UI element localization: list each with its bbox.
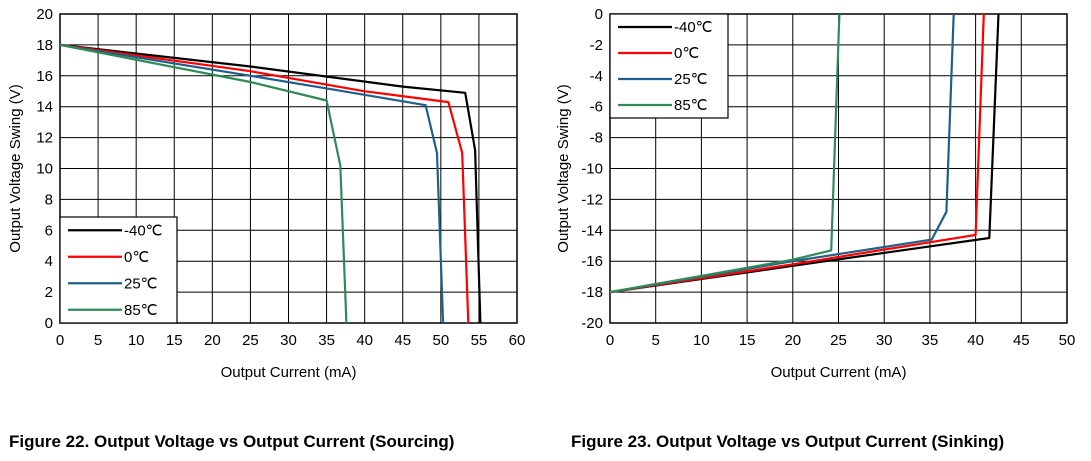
x-tick-label: 55: [471, 332, 488, 349]
legend-label: -40℃: [674, 19, 713, 36]
y-tick-label: -6: [590, 99, 603, 116]
x-tick-label: 20: [784, 332, 801, 349]
x-tick-label: 10: [128, 332, 145, 349]
legend-label: 25℃: [674, 71, 708, 88]
x-tick-label: 35: [318, 332, 335, 349]
sourcing-figure-caption: Figure 22. Output Voltage vs Output Curr…: [9, 432, 455, 451]
y-tick-label: -16: [581, 253, 603, 270]
legend-box: [59, 216, 178, 324]
y-axis-label: Output Voltage Swing (V): [555, 84, 572, 252]
x-tick-label: 45: [394, 332, 411, 349]
legend-label: 25℃: [124, 275, 158, 292]
x-axis-label: Output Current (mA): [771, 364, 907, 381]
x-tick-label: 15: [739, 332, 756, 349]
x-tick-label: 30: [280, 332, 297, 349]
x-tick-label: 50: [1059, 332, 1076, 349]
charts-canvas: 0 5 10 15 20 25 30 35 40 45 50 55 600246810121416182…: [7, 6, 1075, 381]
x-tick-label: 15: [166, 332, 183, 349]
x-tick-label: 40: [967, 332, 984, 349]
y-tick-label: 0: [595, 6, 603, 23]
x-axis-label: Output Current (mA): [221, 364, 357, 381]
x-tick-label: 40: [356, 332, 373, 349]
series-line: [59, 43, 482, 324]
y-tick-label: -10: [581, 161, 603, 178]
series-line: [59, 43, 445, 324]
legend-label: 85℃: [674, 97, 708, 114]
legend-label: 85℃: [124, 302, 158, 319]
sinking-figure-caption: Figure 23. Output Voltage vs Output Curr…: [571, 432, 1005, 451]
x-tick-label: 35: [922, 332, 939, 349]
x-tick-label: 25: [242, 332, 259, 349]
sourcing-chart: 0 5 10 15 20 25 30 35 40 45 50 55 60 0 2 4 6 8 10 12 14 16 18 2…: [7, 6, 525, 381]
x-tick-label: 45: [1013, 332, 1030, 349]
y-tick-label: 20: [36, 6, 53, 23]
x-tick-label: 5: [94, 332, 102, 349]
y-tick-label: 2: [45, 284, 53, 301]
y-tick-label: -18: [581, 284, 603, 301]
x-tick-label: 25: [830, 332, 847, 349]
y-tick-label: 0: [45, 315, 53, 332]
x-tick-label: 50: [432, 332, 449, 349]
x-tick-label: 60: [509, 332, 526, 349]
series-line: [609, 13, 841, 294]
y-tick-label: 18: [36, 37, 53, 54]
x-tick-label: 30: [876, 332, 893, 349]
series-line: [59, 43, 348, 324]
y-tick-label: 16: [36, 68, 53, 85]
y-tick-label: 8: [45, 191, 53, 208]
y-tick-label: 12: [36, 130, 53, 147]
sinking-chart: 0 5 10 15 20 25 30 35 40 45 50 0 -2 -4 -6 -8 -10 -12 -14 -1…: [555, 6, 1075, 381]
y-tick-label: -4: [590, 68, 603, 85]
legend-box: [609, 13, 729, 119]
y-tick-label: 10: [36, 161, 53, 178]
x-tick-label: 20: [204, 332, 221, 349]
x-tick-label: 0: [56, 332, 64, 349]
y-tick-label: -20: [581, 315, 603, 332]
legend-label: -40℃: [124, 222, 163, 239]
y-tick-label: -2: [590, 37, 603, 54]
legend-label: 0℃: [674, 45, 699, 62]
y-tick-label: 4: [45, 253, 53, 270]
y-tick-label: -12: [581, 191, 603, 208]
y-axis-label: Output Voltage Swing (V): [7, 84, 24, 252]
y-tick-label: 6: [45, 222, 53, 239]
legend-label: 0℃: [124, 249, 149, 266]
plot-frame: [59, 13, 518, 324]
y-tick-label: 14: [36, 99, 53, 116]
x-tick-label: 5: [652, 332, 660, 349]
y-tick-label: -14: [581, 222, 603, 239]
y-tick-label: -8: [590, 130, 603, 147]
x-tick-label: 10: [693, 332, 710, 349]
series-line: [609, 13, 985, 294]
x-tick-label: 0: [606, 332, 614, 349]
series-line: [59, 43, 470, 324]
